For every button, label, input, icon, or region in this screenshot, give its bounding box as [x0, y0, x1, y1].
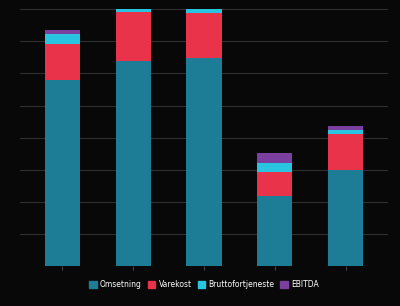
Legend: Omsetning, Varekost, Bruttofortjeneste, EBITDA: Omsetning, Varekost, Bruttofortjeneste, … [89, 280, 319, 289]
Bar [257, 163, 292, 172]
Bar [45, 30, 80, 34]
Bar [328, 170, 363, 266]
Bar [116, 61, 151, 266]
Bar [45, 34, 80, 44]
Bar [186, 13, 222, 58]
Bar [328, 134, 363, 170]
Bar [186, 58, 222, 266]
Bar [45, 80, 80, 266]
Bar [116, 12, 151, 61]
Bar [257, 153, 292, 163]
Bar [328, 126, 363, 130]
Bar [257, 172, 292, 196]
Bar [328, 130, 363, 134]
Bar [116, 0, 151, 12]
Bar [45, 44, 80, 80]
Bar [186, 0, 222, 13]
Bar [257, 196, 292, 266]
